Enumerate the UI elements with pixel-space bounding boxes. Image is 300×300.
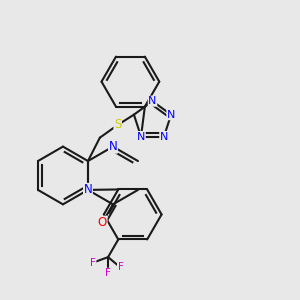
Text: F: F (118, 262, 123, 272)
Text: N: N (137, 131, 145, 142)
Text: O: O (98, 216, 107, 229)
Text: N: N (167, 110, 175, 120)
Text: S: S (114, 118, 122, 131)
Text: N: N (160, 131, 168, 142)
Text: F: F (90, 258, 96, 268)
Text: N: N (84, 183, 92, 196)
Text: N: N (148, 96, 157, 106)
Text: F: F (105, 268, 111, 278)
Text: N: N (109, 140, 117, 153)
